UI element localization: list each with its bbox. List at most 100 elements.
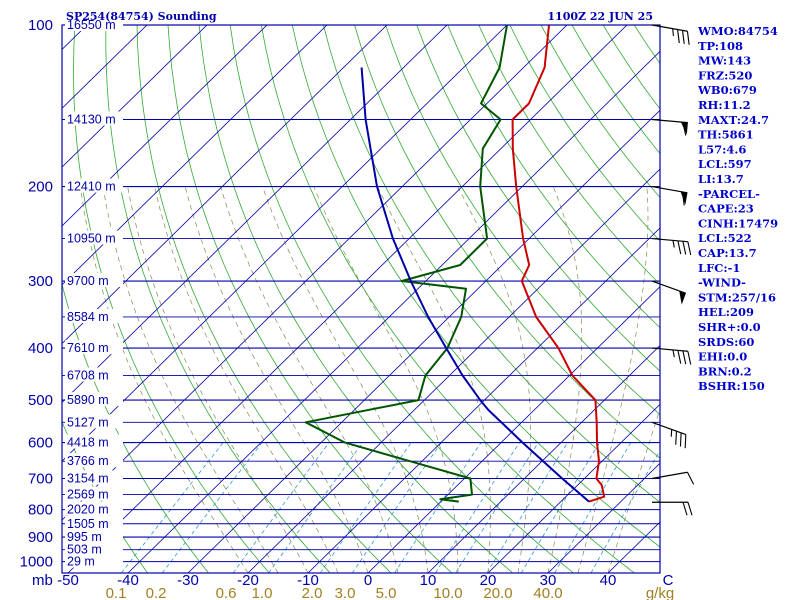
height-label-bg	[65, 515, 123, 530]
wind-barb	[651, 421, 687, 449]
height-labels: 16550 m 14130 m 12410 m 10950 m 9700 m 8584 m…	[65, 17, 123, 569]
height-label: 3766 m	[67, 454, 109, 468]
isotherm	[62, 25, 328, 286]
pressure-tick-label: 100	[28, 17, 53, 34]
height-label-bg	[65, 553, 123, 568]
height-label: 29 m	[67, 555, 95, 569]
dry-adiabat	[447, 25, 660, 329]
temperature-tick-label: -10	[297, 572, 319, 589]
temperature-tick-label: -20	[237, 572, 259, 589]
moist-adiabat	[102, 186, 279, 573]
sounding-index: EHI:0.0	[698, 350, 747, 364]
sounding-index: LI:13.7	[698, 172, 744, 186]
temperature-tick-label: 0	[364, 572, 372, 589]
pressure-tick-label: 500	[28, 392, 53, 409]
moist-adiabat	[154, 186, 339, 573]
dry-adiabat	[478, 25, 660, 285]
pressure-tick-label: 200	[28, 179, 53, 196]
temperature-tick-label: 20	[480, 572, 497, 589]
wind-barbs	[651, 24, 695, 516]
temperature-tick-label: 30	[540, 572, 557, 589]
sounding-index: WMO:84754	[697, 24, 778, 38]
moist-adiabat	[377, 186, 491, 573]
dry-adiabat	[229, 25, 574, 573]
mixing-ratio-tick-label: 0.2	[146, 585, 167, 600]
dry-adiabat	[416, 25, 660, 372]
wind-barb	[651, 471, 695, 485]
height-label-bg	[65, 470, 123, 485]
sounding-index: WB0:679	[697, 83, 757, 97]
height-label-bg	[65, 230, 123, 245]
dry-adiabat	[198, 25, 513, 573]
height-label-bg	[65, 486, 123, 501]
mixing-ratio-line	[455, 442, 539, 573]
mixing-ratio-tick-label: 2.0	[302, 585, 323, 600]
height-label: 503 m	[67, 543, 102, 557]
sounding-index: BSHR:150	[698, 379, 765, 393]
isotherm	[62, 25, 268, 227]
mixing-ratio-labels: 0.1 0.2 0.6 1.0 2.0 3.0 5.0 10.0 20.0 40.0 g/kg	[106, 585, 675, 600]
height-label: 2569 m	[67, 488, 109, 502]
sounding-index: -PARCEL-	[698, 187, 760, 201]
temperature-tick-label: -40	[117, 572, 139, 589]
sounding-index: CAPE:23	[698, 202, 754, 216]
sounding-index: CAP:13.7	[698, 246, 757, 260]
temperature-profile	[511, 25, 606, 503]
sounding-index: RH:11.2	[698, 98, 751, 112]
isotherm	[62, 25, 148, 109]
height-label: 10950 m	[67, 232, 116, 246]
mixing-ratio-line	[120, 442, 224, 573]
dry-adiabat	[73, 25, 270, 573]
sounding-index: MW:143	[698, 54, 751, 68]
pressure-tick-label: 900	[28, 529, 53, 546]
height-label: 16550 m	[67, 18, 116, 32]
pressure-tick-label: 600	[28, 435, 53, 452]
pressure-tick-label: 400	[28, 340, 53, 357]
mixing-ratio-tick-label: g/kg	[646, 585, 674, 600]
height-label: 5127 m	[67, 415, 109, 429]
mixing-ratio-line	[435, 442, 520, 573]
mixing-ratio-line	[520, 442, 601, 573]
temperature-tick-label: 40	[600, 572, 617, 589]
wind-barb	[652, 501, 693, 516]
height-label: 1505 m	[67, 517, 109, 531]
height-label: 14130 m	[67, 113, 116, 127]
sounding-index: CINH:17479	[698, 216, 778, 230]
sounding-index: LCL:597	[698, 157, 752, 171]
parcel-profile	[360, 67, 590, 503]
sounding-index: SRDS:60	[698, 335, 754, 349]
height-label-bg	[65, 178, 123, 193]
height-label: 9700 m	[67, 274, 109, 288]
mixing-ratio-line	[161, 442, 263, 573]
pressure-tick-label: 800	[28, 502, 53, 519]
pressure-tick-label: 700	[28, 471, 53, 488]
moist-adiabat	[607, 407, 660, 573]
mixing-ratio-tick-label: 1.0	[252, 585, 273, 600]
moist-adiabat	[184, 186, 369, 573]
mixing-ratio-tick-label: 3.0	[335, 585, 356, 600]
isotherm	[427, 344, 660, 573]
wind-barb	[651, 185, 688, 206]
sounding-index: -WIND-	[698, 276, 746, 290]
isotherm	[62, 25, 508, 462]
height-label-bg	[65, 529, 123, 544]
moist-adiabat	[547, 186, 583, 573]
height-label: 8584 m	[67, 310, 109, 324]
mixing-ratio-tick-label: 0.1	[106, 585, 127, 600]
dry-adiabat	[291, 25, 660, 548]
mixing-ratio-tick-label: 10.0	[433, 585, 462, 600]
pressure-unit-label: mb	[32, 572, 53, 589]
mixing-ratio-tick-label: 5.0	[376, 585, 397, 600]
height-label-bg	[65, 17, 123, 31]
height-label: 6708 m	[67, 369, 109, 383]
height-label-bg	[65, 501, 123, 516]
height-label: 12410 m	[67, 180, 116, 194]
sounding-index: BRN:0.2	[698, 364, 752, 378]
wind-barb	[651, 347, 692, 365]
isotherm	[67, 25, 628, 573]
height-label-bg	[65, 340, 123, 355]
height-label-bg	[65, 309, 123, 323]
